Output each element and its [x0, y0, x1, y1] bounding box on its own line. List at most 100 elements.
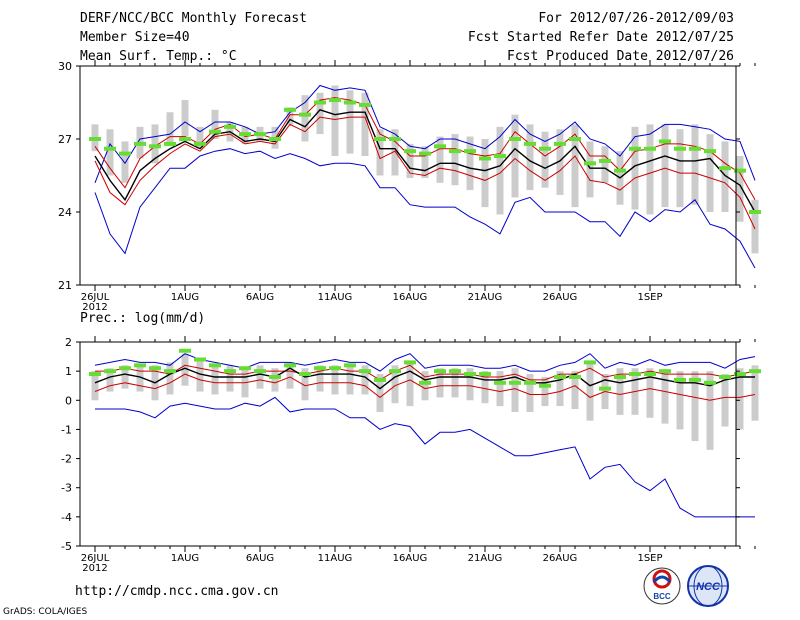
spread-box [511, 114, 519, 198]
median-marker [494, 380, 506, 385]
median-marker [119, 366, 131, 371]
x-tick-label: 11AUG [318, 553, 353, 564]
lower-line [94, 116, 756, 230]
median-marker [149, 366, 161, 371]
median-marker [524, 380, 536, 385]
median-marker [569, 137, 581, 141]
median-marker [614, 374, 626, 379]
spread-box [286, 362, 294, 389]
spread-box [211, 109, 219, 139]
spread-box [91, 371, 99, 401]
median-marker [89, 137, 101, 141]
median-marker [749, 369, 761, 374]
spread-box [736, 368, 744, 430]
spread-box [706, 134, 714, 212]
spread-box [586, 362, 594, 421]
median-marker [329, 98, 341, 103]
median-marker [449, 149, 461, 154]
spread-box [706, 371, 714, 450]
median-marker [539, 383, 551, 388]
spread-box [721, 141, 729, 212]
spread-box [541, 131, 549, 188]
spread-box [691, 371, 699, 442]
median-marker [644, 372, 656, 377]
median-marker [254, 132, 266, 137]
median-marker [734, 372, 746, 377]
median-marker [224, 369, 236, 374]
spread-box [331, 85, 339, 157]
spread-box [541, 376, 549, 407]
x-tick-label: 26JUL [81, 553, 110, 564]
median-marker [419, 380, 431, 385]
x-tick-label: 21AUG [468, 553, 503, 564]
x-tick-label: 1AUG [171, 553, 199, 564]
spread-box [181, 353, 189, 386]
spread-box [616, 368, 624, 415]
spread-box [106, 129, 114, 176]
spread-box [376, 374, 384, 412]
median-marker [479, 372, 491, 377]
median-marker [209, 363, 221, 368]
median-marker [509, 380, 521, 385]
median-marker [269, 137, 281, 141]
median-marker [269, 374, 281, 379]
spread-box [676, 371, 684, 430]
spread-box [301, 95, 309, 142]
spread-box [631, 126, 639, 210]
spread-box [256, 365, 264, 389]
y-tick-label: -1 [61, 423, 72, 436]
y-tick-label: -2 [61, 453, 72, 466]
median-marker [644, 146, 656, 151]
spread-box [721, 374, 729, 427]
y-tick-label: 0 [65, 394, 72, 407]
median-marker [524, 141, 536, 146]
source-url[interactable]: http://cmdp.ncc.cma.gov.cn [75, 584, 279, 599]
median-marker [509, 137, 521, 141]
spread-box [181, 100, 189, 137]
y-tick-label: 2 [65, 336, 72, 349]
y-tick-label: 24 [58, 206, 72, 219]
spread-box [136, 365, 144, 392]
spread-box [481, 139, 489, 208]
median-marker [344, 363, 356, 368]
plot-frame [79, 65, 737, 286]
spread-box [301, 368, 309, 401]
median-marker [554, 141, 566, 146]
spread-box [571, 371, 579, 410]
median-marker [194, 141, 206, 146]
spread-box [661, 371, 669, 424]
median-marker [584, 161, 596, 166]
spread-box [436, 368, 444, 398]
forecast-period: For 2012/07/26-2012/09/03 [538, 11, 734, 26]
median-marker [179, 348, 191, 353]
spread-box [436, 136, 444, 183]
median-marker [569, 374, 581, 379]
x-tick-label: 21AUG [468, 292, 503, 303]
median-marker [194, 357, 206, 362]
median-marker [659, 369, 671, 374]
median-marker [284, 363, 296, 368]
min-line [94, 148, 756, 269]
x-tick-label: 26AUG [543, 553, 578, 564]
y-tick-label: -4 [61, 511, 72, 524]
median-marker [674, 146, 686, 151]
median-marker [629, 372, 641, 377]
median-marker [239, 366, 251, 371]
spread-box [526, 124, 534, 191]
spread-box [466, 368, 474, 401]
median-marker [434, 144, 446, 149]
max-line [94, 84, 756, 183]
median-marker [719, 374, 731, 379]
spread-box [271, 368, 279, 392]
spread-box [196, 126, 204, 149]
median-marker [374, 377, 386, 382]
median-marker [224, 124, 236, 129]
median-marker [134, 141, 146, 146]
median-marker [329, 366, 341, 371]
spread-box [211, 365, 219, 395]
median-marker [314, 100, 326, 105]
grads-credit: GrADS: COLA/IGES [3, 607, 88, 617]
x-tick-label: 16AUG [393, 292, 428, 303]
median-marker [539, 146, 551, 151]
spread-box [451, 368, 459, 398]
